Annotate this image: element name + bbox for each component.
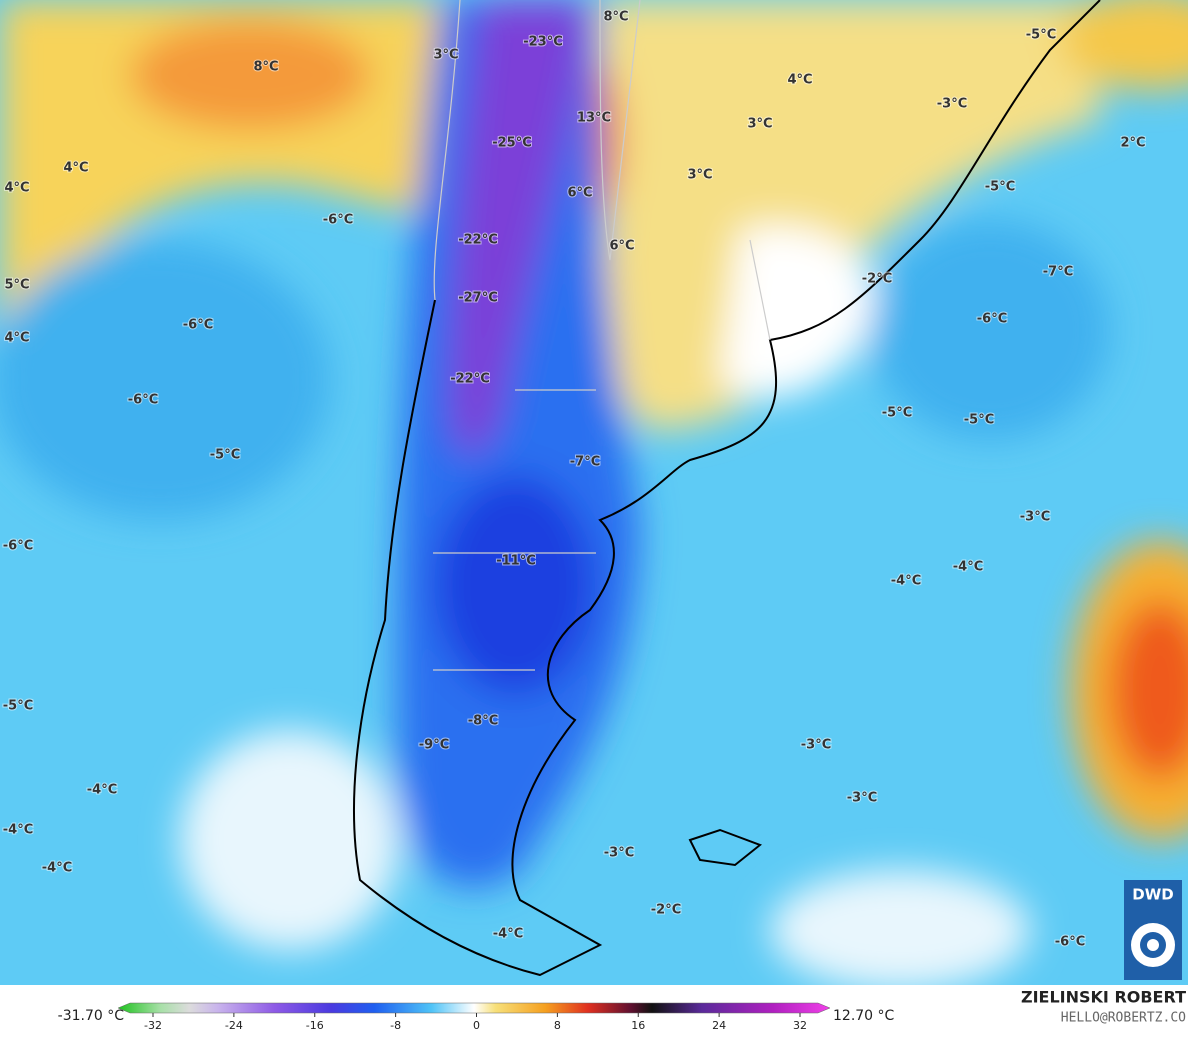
credit-name: ZIELINSKI ROBERT [1021, 988, 1186, 1007]
temperature-label: 6°C [567, 186, 592, 201]
temperature-label: 4°C [4, 331, 29, 346]
temperature-label: 8°C [603, 10, 628, 25]
temperature-label: -5°C [964, 413, 994, 428]
temperature-label: -25°C [492, 136, 532, 151]
temperature-label: 3°C [687, 168, 712, 183]
temperature-label: -3°C [847, 791, 877, 806]
temperature-label: 5°C [4, 278, 29, 293]
temperature-label: -6°C [323, 213, 353, 228]
temperature-label: -6°C [3, 539, 33, 554]
temperature-label: -22°C [450, 372, 490, 387]
colorbar-max-label: 12.70 °C [833, 1008, 895, 1024]
temperature-label: -22°C [458, 233, 498, 248]
colorbar-tick-label: 0 [473, 1019, 480, 1032]
colorbar-ramp [117, 1002, 831, 1014]
temperature-label: -7°C [1043, 265, 1073, 280]
temperature-label: -5°C [3, 699, 33, 714]
colorbar: -31.70 °C 12.70 °C -32 -24 -16 -8 0 8 16 24 32 [58, 1002, 895, 1032]
colorbar-tick-label: 8 [554, 1019, 561, 1032]
colorbar-tick-label: -16 [306, 1019, 324, 1032]
colorbar-tick-label: 16 [631, 1019, 645, 1032]
temperature-label: 8°C [253, 60, 278, 75]
logo: DWD [1124, 880, 1182, 980]
temperature-labels: 8°C 3°C -23°C 8°C -5°C 4°C -3°C 13°C 3°C -25°C 2°C… [2, 9, 1147, 951]
colorbar-tick-label: -24 [225, 1019, 243, 1032]
temperature-label: -5°C [985, 180, 1015, 195]
temperature-label: -4°C [42, 861, 72, 876]
temperature-label: 13°C [577, 111, 611, 126]
temperature-label: -2°C [862, 272, 892, 287]
logo-text: DWD [1132, 886, 1173, 904]
temperature-label: -5°C [210, 448, 240, 463]
temperature-label: -5°C [1026, 28, 1056, 43]
temperature-label: -4°C [3, 823, 33, 838]
temperature-label: -4°C [493, 927, 523, 942]
temperature-label: -9°C [419, 738, 449, 753]
credit-contact: HELLO@ROBERTZ.CO [1061, 1011, 1186, 1026]
temperature-label: -3°C [1020, 510, 1050, 525]
temperature-label: -3°C [801, 738, 831, 753]
temperature-label: -3°C [604, 846, 634, 861]
colorbar-min-label: -31.70 °C [58, 1008, 125, 1024]
temperature-label: 3°C [433, 48, 458, 63]
temperature-label: 4°C [4, 181, 29, 196]
temperature-label: -5°C [882, 406, 912, 421]
colorbar-tick-label: -32 [144, 1019, 162, 1032]
temperature-label: -4°C [87, 783, 117, 798]
temperature-label: -23°C [523, 35, 563, 50]
temperature-label: -6°C [977, 312, 1007, 327]
temperature-label: -7°C [570, 455, 600, 470]
temperature-label: -4°C [953, 560, 983, 575]
temperature-label: -27°C [458, 291, 498, 306]
temperature-label: -6°C [1055, 935, 1085, 950]
colorbar-tick-label: -8 [390, 1019, 401, 1032]
temperature-field [0, 0, 1188, 990]
colorbar-tick-label: 32 [793, 1019, 807, 1032]
temperature-label: 2°C [1120, 136, 1145, 151]
temperature-label: 6°C [609, 239, 634, 254]
temperature-label: 3°C [747, 117, 772, 132]
temperature-label: -8°C [468, 714, 498, 729]
colorbar-tick-label: 24 [712, 1019, 726, 1032]
temperature-label: -6°C [128, 393, 158, 408]
temperature-label: -11°C [496, 554, 536, 569]
temperature-label: 4°C [63, 161, 88, 176]
temperature-label: 4°C [787, 73, 812, 88]
temperature-label: -2°C [651, 903, 681, 918]
temperature-label: -6°C [183, 318, 213, 333]
temperature-label: -3°C [937, 97, 967, 112]
temperature-label: -4°C [891, 574, 921, 589]
